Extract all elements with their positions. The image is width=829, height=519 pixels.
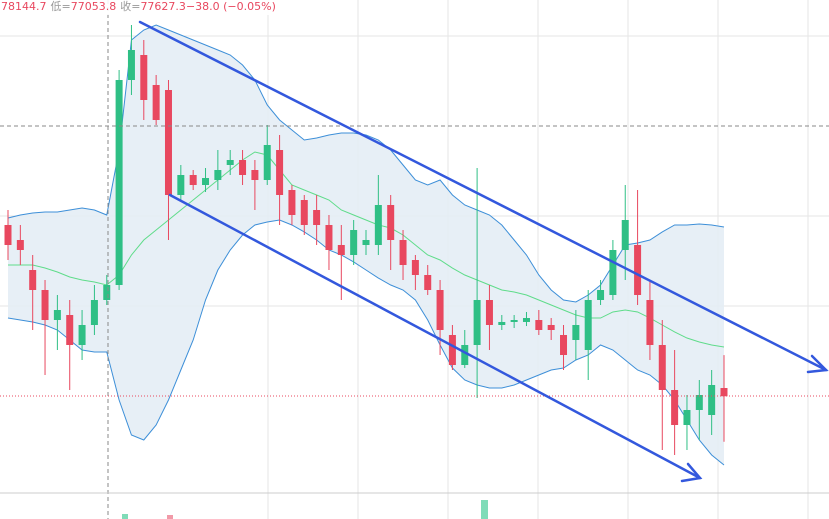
band-line [7,219,725,466]
candle-body [41,290,49,320]
candle-body [597,290,605,300]
candle-body [127,50,135,80]
candle-body [226,160,234,165]
candle-body [572,325,580,340]
candle-body [337,245,345,255]
candle-body [424,275,432,290]
candle-body [436,290,444,330]
arrow-head [806,354,829,374]
candle-body [461,345,469,365]
channel-lower [168,193,702,480]
candle-body [53,310,61,320]
candle-body [300,200,308,225]
arrow-head [680,462,703,483]
candle-body [313,210,321,225]
candle-body [115,80,123,285]
candle-body [276,150,284,195]
candle-body [448,335,456,365]
candle-body [66,315,74,345]
header-item: 77627.3 [140,0,186,13]
candle-body [485,300,493,325]
band-line [7,24,725,303]
channel [138,20,829,483]
volume-bar [167,515,173,519]
candle-body [90,300,98,325]
candle-body [560,335,568,355]
candle-body [411,260,419,275]
candle-body [103,285,111,300]
volume-bar [481,500,488,519]
candle-body [634,245,642,295]
volume-bar [122,514,128,519]
candle-body [164,90,172,195]
candle-body [374,205,382,245]
candle-body [621,220,629,250]
header-item: 低= [51,0,71,13]
candle-body [695,395,703,410]
candle-body [152,85,160,120]
band-line [8,151,725,348]
candle-body [683,410,691,425]
plot [4,24,728,466]
candle-body [510,320,518,322]
header-item: 77053.8 [71,0,117,13]
candle-body [177,175,185,195]
candle-body [29,270,37,290]
header-bg [0,0,284,15]
candle-body [16,240,24,250]
candle-body [646,300,654,345]
candle-body [202,178,210,185]
candle-body [263,145,271,180]
candle-body [708,385,716,415]
header-item: 收= [120,0,140,13]
candle-body [473,300,481,345]
channel-upper [138,20,828,372]
candle-body [522,318,530,322]
candle-body [214,170,222,180]
candle-body [288,190,296,215]
candle-body [609,250,617,295]
candle-body [140,55,148,100]
candle-body [535,320,543,330]
candle-body [78,325,86,345]
candle-body [399,240,407,265]
candle-body [671,390,679,425]
header-item: −38.0 (−0.05%) [186,0,276,13]
header-item: 78144.7 [1,0,47,13]
candle-body [658,345,666,390]
candle-body [251,170,259,180]
header: 78144.7 低=77053.8 收=77627.3−38.0 (−0.05%) [1,0,276,13]
candle-body [547,325,555,330]
candle-body [350,230,358,255]
candle-body [498,321,506,325]
candle-body [584,300,592,350]
candle-body [362,240,370,245]
candle-body [387,205,395,240]
candle-body [720,388,728,397]
candle-body [189,175,197,185]
candle-body [4,225,12,245]
candle-body [325,225,333,250]
candle-body [239,160,247,175]
